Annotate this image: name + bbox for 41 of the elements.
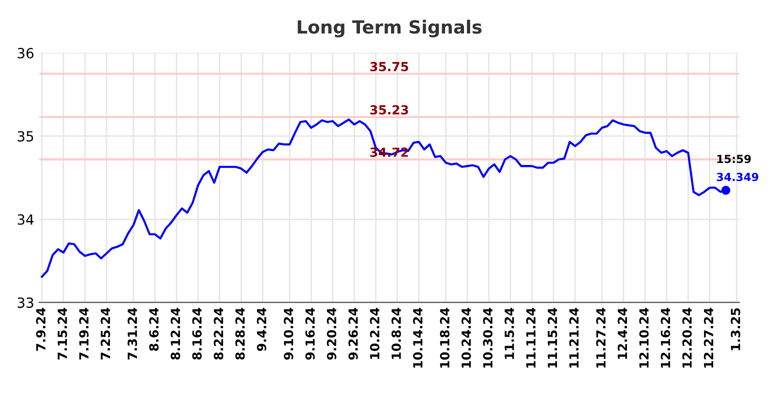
x-tick-label: 12.20.24 <box>682 308 692 368</box>
x-tick-label: 11.21.24 <box>569 308 579 368</box>
x-tick-label: 11.11.24 <box>526 308 536 368</box>
x-tick-label: 11.15.24 <box>548 308 558 368</box>
x-tick-label: 12.16.24 <box>660 308 670 368</box>
x-tick-label: 8.16.24 <box>192 308 202 360</box>
x-tick-label: 10.2.24 <box>370 308 380 359</box>
x-tick-label: 9.16.24 <box>305 308 315 360</box>
x-tick-label: 7.31.24 <box>128 308 138 360</box>
x-tick-label: 9.10.24 <box>284 308 294 360</box>
x-tick-label: 7.19.24 <box>79 308 89 360</box>
y-tick-label: 35 <box>18 131 34 142</box>
x-tick-label: 11.5.24 <box>504 308 514 359</box>
x-tick-label: 11.27.24 <box>596 308 606 368</box>
x-tick-label: 12.10.24 <box>639 308 649 368</box>
y-tick-label: 36 <box>18 48 34 58</box>
x-tick-label: 12.4.24 <box>618 308 627 359</box>
x-tick-label: 7.9.24 <box>36 308 46 351</box>
x-tick-label: 10.14.24 <box>413 308 423 368</box>
x-tick-label: 12.27.24 <box>704 308 714 368</box>
ref-line-label: 35.23 <box>370 105 408 115</box>
chart-title: Long Term Signals <box>298 20 482 38</box>
x-tick-label: 7.25.24 <box>100 308 110 360</box>
x-tick-label: 8.6.24 <box>149 308 159 351</box>
y-tick-label: 33 <box>18 297 34 308</box>
x-tick-label: 8.12.24 <box>170 308 180 360</box>
x-tick-label: 9.20.24 <box>326 308 336 360</box>
x-tick-label: 10.24.24 <box>462 308 471 368</box>
data-label: 34.349 <box>716 172 758 182</box>
x-tick-label: 10.30.24 <box>483 308 493 368</box>
x-tick-label: 8.28.24 <box>235 308 245 360</box>
ref-line-label: 35.75 <box>370 62 408 72</box>
y-tick-label: 34 <box>18 214 34 225</box>
annotation: 15:59 <box>717 154 751 164</box>
x-tick-label: 1.3.25 <box>730 308 740 350</box>
x-tick-label: 8.22.24 <box>214 308 224 360</box>
x-tick-label: 10.8.24 <box>392 308 401 359</box>
x-tick-label: 9.26.24 <box>348 308 358 360</box>
x-tick-label: 10.18.24 <box>440 308 450 368</box>
x-tick-label: 7.15.24 <box>58 308 68 360</box>
x-tick-label: 9.4.24 <box>256 308 266 351</box>
